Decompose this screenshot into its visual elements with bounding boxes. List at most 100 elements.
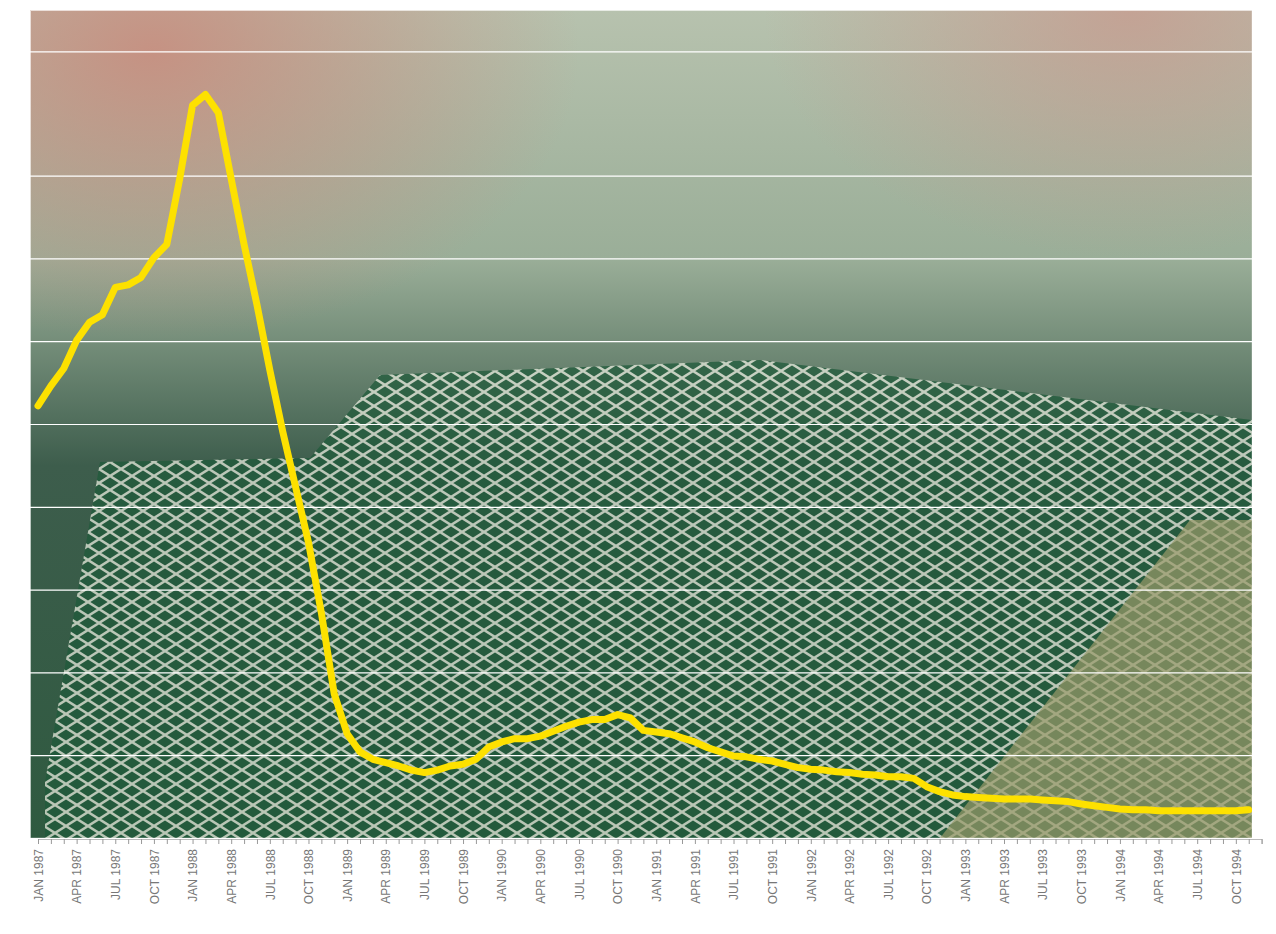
x-tick-label: APR 1990 [534, 849, 548, 904]
x-tick [373, 839, 374, 844]
tick-mark [308, 839, 309, 844]
x-tick-label: OCT 1988 [302, 849, 316, 904]
x-tick [515, 839, 516, 844]
x-tick-label: JAN 1993 [959, 849, 973, 902]
x-tick-label: OCT 1987 [148, 849, 162, 904]
x-tick: JAN 1990 [495, 839, 509, 902]
tick-mark [257, 839, 258, 844]
tick-mark [218, 839, 219, 844]
tick-mark [489, 839, 490, 844]
tick-mark [463, 839, 464, 844]
tick-mark [1004, 839, 1005, 844]
tick-mark [1133, 839, 1134, 844]
tick-mark [1094, 839, 1095, 844]
x-tick [296, 839, 297, 844]
tick-mark [321, 839, 322, 844]
y-tick [30, 424, 1252, 425]
tick-mark [849, 839, 850, 844]
x-tick [1262, 839, 1263, 844]
plot-frame [30, 10, 1252, 838]
background-tint [30, 10, 1252, 838]
grid-line [30, 755, 1252, 756]
tick-mark [360, 839, 361, 844]
x-tick [1210, 839, 1211, 844]
y-tick [30, 258, 1252, 259]
x-tick [759, 839, 760, 844]
x-tick: JUL 1991 [727, 839, 741, 900]
x-tick [244, 839, 245, 844]
tick-mark [1210, 839, 1211, 844]
tick-mark [669, 839, 670, 844]
y-tick [30, 755, 1252, 756]
x-tick-label: JAN 1989 [341, 849, 355, 902]
background-photo [30, 10, 1252, 838]
tick-mark [798, 839, 799, 844]
x-tick [1249, 839, 1250, 844]
y-axis-line [31, 11, 1253, 839]
x-tick-label: JUL 1992 [882, 849, 896, 900]
x-tick-label: JUL 1987 [109, 849, 123, 900]
x-tick [553, 839, 554, 844]
x-tick: OCT 1992 [920, 839, 934, 904]
tick-mark [940, 839, 941, 844]
x-tick-label: JUL 1993 [1036, 849, 1050, 900]
x-tick [412, 839, 413, 844]
x-tick: JUL 1993 [1036, 839, 1050, 900]
tick-mark [154, 839, 155, 844]
tick-mark [927, 839, 928, 844]
x-axis: JAN 1987APR 1987JUL 1987OCT 1987JAN 1988… [32, 839, 1262, 904]
tick-mark [1249, 839, 1250, 844]
x-tick: APR 1993 [998, 839, 1012, 904]
x-tick [102, 839, 103, 844]
y-tick [30, 672, 1252, 673]
x-tick-label: APR 1991 [689, 849, 703, 904]
tick-mark [193, 839, 194, 844]
grid-line [30, 176, 1252, 177]
x-tick-label: JAN 1988 [186, 849, 200, 902]
grid-line [30, 424, 1252, 425]
x-tick [334, 839, 335, 844]
x-tick: JAN 1994 [1114, 839, 1128, 902]
x-tick-label: JUL 1991 [727, 849, 741, 900]
x-tick [630, 839, 631, 844]
tick-mark [579, 839, 580, 844]
x-tick [51, 839, 52, 844]
tick-mark [437, 839, 438, 844]
x-tick-label: JUL 1989 [418, 849, 432, 900]
tick-mark [283, 839, 284, 844]
y-tick [30, 176, 1252, 177]
y-tick [30, 590, 1252, 591]
tick-mark [978, 839, 979, 844]
x-tick-label: OCT 1992 [920, 849, 934, 904]
x-tick: APR 1988 [225, 839, 239, 904]
tick-mark [450, 839, 451, 844]
x-tick-label: JUL 1988 [264, 849, 278, 900]
tick-mark [1171, 839, 1172, 844]
background-pattern [940, 520, 1252, 838]
x-tick [321, 839, 322, 844]
tick-mark [772, 839, 773, 844]
x-tick-label: JAN 1994 [1114, 849, 1128, 902]
tick-mark [682, 839, 683, 844]
tick-mark [811, 839, 812, 844]
tick-mark [952, 839, 953, 844]
x-tick: JAN 1987 [32, 839, 46, 902]
x-tick [399, 839, 400, 844]
x-tick [283, 839, 284, 844]
tick-mark [244, 839, 245, 844]
tick-mark [51, 839, 52, 844]
grid-line [30, 51, 1252, 52]
tick-mark [1184, 839, 1185, 844]
background-pattern [45, 360, 1252, 838]
x-tick [914, 839, 915, 844]
grid-line [30, 258, 1252, 259]
tick-mark [167, 839, 168, 844]
x-tick [785, 839, 786, 844]
x-tick [180, 839, 181, 844]
grid-line [30, 589, 1252, 590]
x-tick-label: JAN 1987 [32, 849, 46, 902]
tick-mark [862, 839, 863, 844]
x-tick: JUL 1992 [882, 839, 896, 900]
x-tick [1068, 839, 1069, 844]
tick-mark [708, 839, 709, 844]
